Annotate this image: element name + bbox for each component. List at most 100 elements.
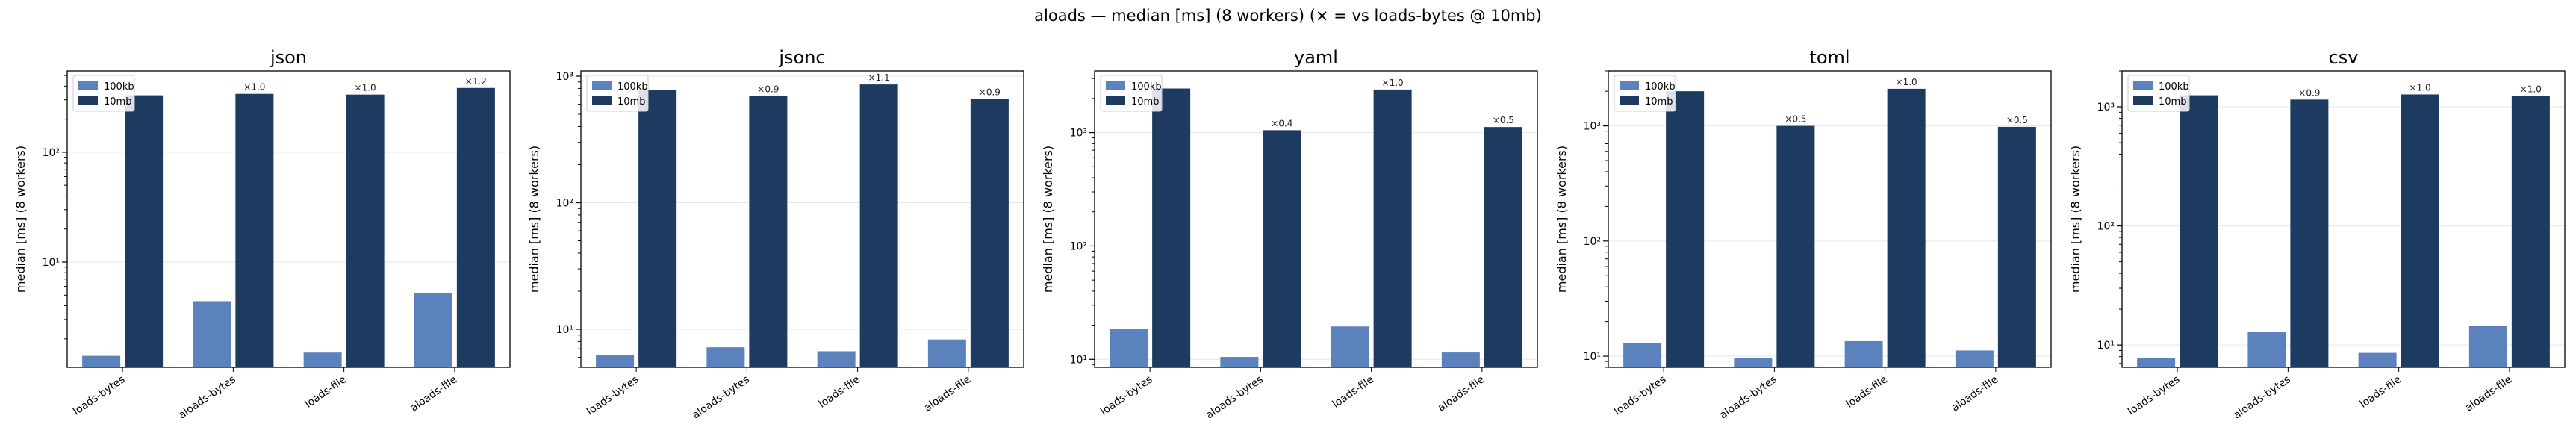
y-tick-label: 10² (1070, 240, 1087, 252)
ratio-label: ×1.0 (243, 82, 265, 93)
bar-100kb-loads-bytes (2137, 358, 2176, 367)
x-tick-label: loads-file (817, 373, 862, 411)
bar-10mb-aloads-file (456, 87, 495, 367)
x-tick-label: aloads-file (1436, 373, 1487, 414)
ratio-label: ×0.9 (757, 84, 779, 94)
bar-100kb-aloads-bytes (1220, 357, 1259, 367)
y-tick-label: 10² (43, 147, 60, 159)
chart-panel-toml: loads-bytes ×0.5 aloads-bytes ×1.0 loads-fil… (1555, 47, 2052, 422)
y-axis-label: median [ms] (8 workers) (13, 146, 28, 293)
legend-swatch-100kb (78, 81, 98, 90)
bar-100kb-loads-file (1844, 340, 1883, 367)
legend-swatch-10mb (1106, 96, 1125, 105)
bar-100kb-loads-bytes (82, 355, 121, 367)
x-tick-label: loads-bytes (1098, 373, 1154, 417)
x-tick-label: aloads-file (1950, 373, 2000, 414)
legend: 100kb 10mb (586, 75, 649, 112)
bar-10mb-loads-file (859, 84, 898, 368)
bar-10mb-aloads-file (1484, 127, 1522, 367)
bar-10mb-loads-bytes (1666, 91, 1705, 367)
x-tick-label: aloads-bytes (690, 373, 751, 421)
ratio-label: ×1.0 (1896, 77, 1917, 87)
legend-label-100kb: 100kb (2159, 81, 2189, 93)
legend-label-10mb: 10mb (1645, 96, 1673, 108)
bar-100kb-aloads-bytes (2247, 331, 2286, 367)
bar-100kb-aloads-bytes (1734, 358, 1773, 367)
bar-100kb-aloads-file (2468, 326, 2507, 367)
bar-100kb-loads-file (2358, 352, 2397, 367)
ratio-label: ×1.2 (465, 76, 487, 87)
legend-swatch-10mb (592, 96, 612, 105)
legend-label-100kb: 100kb (1131, 81, 1162, 93)
ratio-label: ×1.0 (1382, 78, 1404, 88)
y-tick-label: 10¹ (556, 324, 573, 336)
axes-frame (66, 70, 511, 368)
y-tick-label: 10² (2097, 221, 2115, 233)
legend: 100kb 10mb (2127, 75, 2190, 112)
legend-label-10mb: 10mb (2159, 96, 2186, 108)
x-tick-label: loads-bytes (2126, 373, 2182, 417)
x-tick-label: aloads-bytes (2231, 373, 2292, 421)
bar-10mb-loads-bytes (2180, 95, 2218, 368)
bar-10mb-aloads-bytes (1776, 125, 1815, 367)
axes-frame (1608, 70, 2052, 368)
bar-100kb-aloads-file (927, 339, 966, 367)
x-tick-label: loads-file (2358, 373, 2404, 411)
legend-label-10mb: 10mb (104, 96, 131, 108)
x-tick-label: loads-bytes (1612, 373, 1668, 417)
legend-swatch-10mb (2133, 96, 2153, 105)
bar-10mb-loads-file (2401, 94, 2439, 367)
y-tick-label: 10² (556, 197, 573, 209)
ratio-label: ×0.4 (1271, 118, 1292, 128)
bar-10mb-loads-file (1887, 88, 1926, 367)
panel-title: csv (2329, 47, 2359, 68)
ratio-label: ×1.1 (868, 72, 890, 83)
ratio-label: ×0.9 (979, 87, 1001, 98)
bar-100kb-aloads-bytes (706, 347, 745, 367)
legend-swatch-100kb (2133, 81, 2153, 90)
axes-frame (580, 70, 1024, 368)
panel-title: json (270, 47, 307, 68)
bar-10mb-aloads-bytes (749, 96, 788, 367)
y-tick-label: 10¹ (1070, 354, 1087, 366)
x-tick-label: aloads-bytes (176, 373, 237, 421)
ratio-label: ×1.0 (2409, 82, 2431, 93)
panel-title: jsonc (778, 47, 825, 68)
bar-100kb-loads-file (817, 351, 856, 367)
x-tick-label: loads-file (1844, 373, 1890, 411)
ratio-label: ×0.9 (2298, 87, 2320, 98)
y-tick-label: 10¹ (43, 257, 60, 269)
bar-100kb-aloads-file (1955, 350, 1994, 367)
chart-panel-jsonc: loads-bytes ×0.9 aloads-bytes ×1.1 loads-fil… (527, 47, 1024, 422)
x-tick-label: aloads-bytes (1717, 373, 1779, 421)
legend-label-100kb: 100kb (617, 81, 648, 93)
ratio-label: ×0.5 (1785, 114, 1806, 125)
legend: 100kb 10mb (72, 75, 135, 112)
ratio-label: ×1.0 (2520, 84, 2542, 95)
legend-swatch-100kb (1620, 81, 1639, 90)
legend: 100kb 10mb (1100, 75, 1163, 112)
bar-10mb-loads-bytes (1152, 88, 1191, 367)
x-tick-label: aloads-bytes (1204, 373, 1265, 421)
x-tick-label: loads-bytes (585, 373, 641, 417)
bar-100kb-loads-bytes (1110, 329, 1148, 367)
x-tick-label: loads-file (303, 373, 349, 411)
y-axis-label: median [ms] (8 workers) (2068, 146, 2082, 293)
figure-title: aloads — median [ms] (8 workers) (× = vs… (1034, 7, 1542, 25)
y-tick-label: 10¹ (2097, 340, 2115, 352)
legend: 100kb 10mb (1614, 75, 1676, 112)
ratio-label: ×0.5 (2006, 115, 2028, 125)
bar-100kb-aloads-file (414, 293, 452, 367)
y-axis-label: median [ms] (8 workers) (527, 146, 541, 293)
legend-label-10mb: 10mb (617, 96, 645, 108)
legend-swatch-10mb (1620, 96, 1639, 105)
y-tick-label: 10³ (556, 71, 573, 83)
legend-label-100kb: 100kb (104, 81, 134, 93)
bar-100kb-loads-bytes (1623, 343, 1662, 367)
chart-panel-yaml: loads-bytes ×0.4 aloads-bytes ×1.0 loads-fil… (1041, 47, 1538, 422)
y-axis-label: median [ms] (8 workers) (1041, 146, 1055, 293)
bar-10mb-aloads-bytes (235, 93, 274, 367)
chart-panel-json: loads-bytes ×1.0 aloads-bytes ×1.0 loads-fil… (13, 47, 511, 422)
legend-label-100kb: 100kb (1645, 81, 1676, 93)
